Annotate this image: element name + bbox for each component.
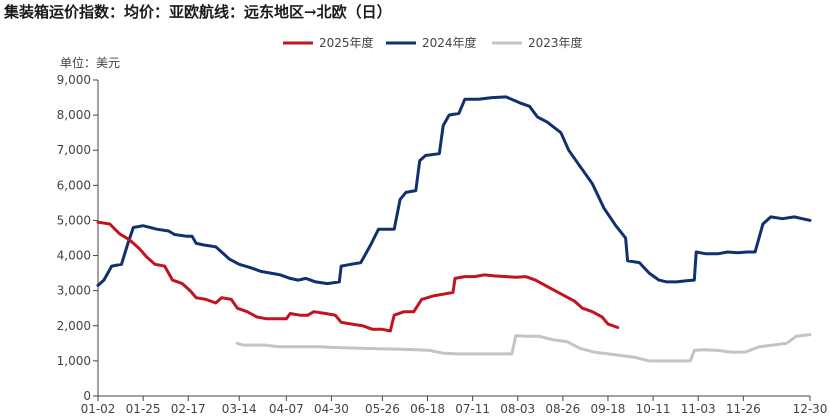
- legend: 2025年度 2024年度 2023年度: [283, 35, 583, 50]
- legend-label: 2023年度: [528, 35, 583, 50]
- x-tick-label: 06-18: [410, 402, 445, 416]
- y-tick-label: 2,000: [57, 319, 91, 333]
- x-tick-label: 07-11: [455, 402, 490, 416]
- y-tick-label: 6,000: [57, 178, 91, 192]
- axes: 0 1,000 2,000 3,000 4,000 5,000 6,000 7,000 8,00…: [57, 73, 828, 416]
- legend-label: 2024年度: [422, 35, 477, 50]
- x-tick-label: 08-26: [545, 402, 580, 416]
- series-line: [96, 95, 812, 287]
- series-line: [235, 333, 812, 363]
- y-tick-label: 5,000: [57, 213, 91, 227]
- x-tick-label: 05-26: [365, 402, 400, 416]
- x-tick-label: 04-07: [269, 402, 304, 416]
- x-tick-label: 09-18: [591, 402, 626, 416]
- y-tick-label: 3,000: [57, 284, 91, 298]
- y-tick-label: 4,000: [57, 249, 91, 263]
- x-tick-label: 01-02: [81, 402, 116, 416]
- x-tick-label: 01-25: [126, 402, 161, 416]
- x-tick-label: 02-17: [171, 402, 206, 416]
- y-tick-label: 9,000: [57, 73, 91, 87]
- x-tick-label: 10-11: [636, 402, 671, 416]
- x-tick-label: 11-26: [726, 402, 761, 416]
- series-line: [96, 220, 620, 333]
- y-tick-label: 0: [83, 389, 91, 403]
- series-layer: [96, 95, 812, 363]
- x-tick-label: 11-03: [681, 402, 716, 416]
- y-tick-label: 8,000: [57, 108, 91, 122]
- legend-label: 2025年度: [319, 35, 374, 50]
- x-tick-label: 08-03: [500, 402, 535, 416]
- unit-label: 单位：美元: [60, 55, 120, 70]
- x-tick-label: 03-14: [222, 402, 257, 416]
- y-tick-label: 1,000: [57, 354, 91, 368]
- x-tick-label: 04-30: [314, 402, 349, 416]
- chart-title: 集装箱运价指数：均价：亚欧航线：远东地区→北欧（日）: [3, 3, 392, 21]
- x-tick-label: 12-30: [793, 402, 828, 416]
- y-tick-label: 7,000: [57, 143, 91, 157]
